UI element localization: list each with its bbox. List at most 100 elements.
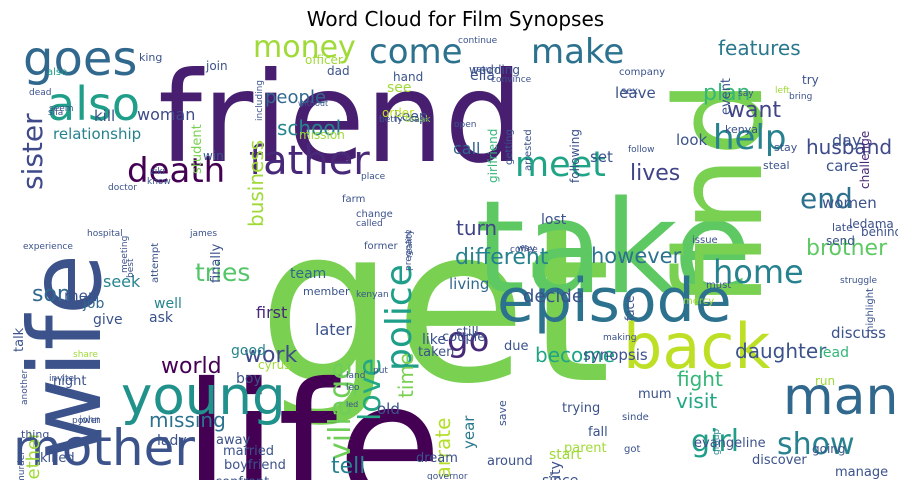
word-convince: convince [491,75,532,85]
word-call: call [453,139,481,158]
word-father: father [249,138,370,184]
word-give: give [93,312,123,328]
word-boyfriend: boyfriend [224,458,286,473]
word-officer: officer [305,53,343,67]
word-killed: killed [40,451,75,466]
word-coffee: coffee [510,245,538,255]
word-challenge: challenge [858,130,872,189]
word-another: another [20,369,30,405]
word-must: must [706,280,732,291]
word-end: end [800,182,853,215]
word-ziki: ziki [150,167,165,177]
word-try: try [802,73,819,87]
word-get: get [258,180,612,431]
word-mum: mum [638,387,672,402]
word-hospital: hospital [87,229,123,239]
word-john: john [79,415,101,426]
word-discover: discover [752,453,807,468]
word-leave: leave [615,84,656,102]
word-order: order [382,106,414,120]
word-lady: lady [157,433,187,449]
word-time: time [394,352,418,398]
word-say: say [738,89,754,99]
word-murder: murder [17,451,27,480]
word-member: member [303,285,350,298]
word-betty: betty [379,115,403,125]
word-doctor: doctor [108,183,137,193]
word-seem: seem [49,104,74,114]
word-team: team [290,266,327,282]
word-woman: woman [137,105,196,124]
word-mother: mother [13,419,195,477]
word-come: come [369,33,463,72]
word-place: place [361,172,386,182]
word-share: share [73,350,98,360]
word-brother: brother [806,236,888,261]
word-turn: turn [456,216,498,240]
word-girlfriend: girlfriend [486,128,500,183]
word-hand: hand [393,70,424,84]
word-farm: farm [342,194,366,205]
word-issue: issue [692,235,718,246]
word-continue: continue [458,36,498,46]
word-break: break [405,115,431,125]
word-daughter: daughter [735,339,827,363]
word-attempt: attempt [150,242,161,283]
word-event: event [719,77,734,115]
word-change: change [356,209,393,220]
word-called: called [356,219,383,229]
word-put: put [373,366,388,376]
word-people: people [265,87,327,108]
word-girl: girl [691,424,740,459]
word-king: king [139,51,163,64]
word-job: job [83,296,105,312]
word-power: power [72,416,100,426]
word-led: led [346,400,359,409]
word-open: open [454,120,477,130]
word-home: home [713,253,804,291]
word-land: land [346,371,366,381]
word-left: left [775,86,790,96]
word-want: want [727,98,782,123]
word-episode: episode [497,266,732,336]
word-son: son [32,282,71,307]
word-stay: stay [774,141,798,154]
word-living: living [449,275,490,293]
word-missing: missing [149,408,226,432]
word-also: also [47,77,141,131]
word-follow: follow [628,145,655,155]
word-young: young [121,366,286,427]
word-save: save [496,400,509,426]
word-start: start [549,447,582,463]
word-tell: tell [331,454,366,479]
word-see: see [387,80,412,96]
word-make: make [531,33,625,72]
word-arrested: arrested [523,129,534,171]
word-lives: lives [630,161,681,186]
word-dead: dead [29,88,52,98]
word-night: night [53,374,87,389]
word-fight: fight [677,367,723,391]
word-well: well [154,296,182,312]
word-keep: keep [394,109,428,125]
word-confront: confront [215,476,269,480]
word-manage: manage [835,465,889,480]
word-fall: fall [588,425,608,440]
word-like: like [422,332,447,348]
word-later: later [315,320,352,339]
word-work: work [244,343,298,368]
word-sila: sila [48,108,64,118]
word-relationship: relationship [53,125,142,143]
word-bring: bring [789,92,813,102]
word-take: take [475,174,752,323]
word-show: show [777,427,855,462]
word-discuss: discuss [831,324,886,342]
word-including: including [255,80,265,121]
word-money: money [253,33,356,65]
word-mercy: mercy [683,296,715,307]
word-kenya: kenya [725,123,758,136]
word-trying: trying [562,401,601,416]
word-however: however [591,244,682,268]
word-mission: mission [299,128,345,142]
word-goes: goes [23,33,138,87]
